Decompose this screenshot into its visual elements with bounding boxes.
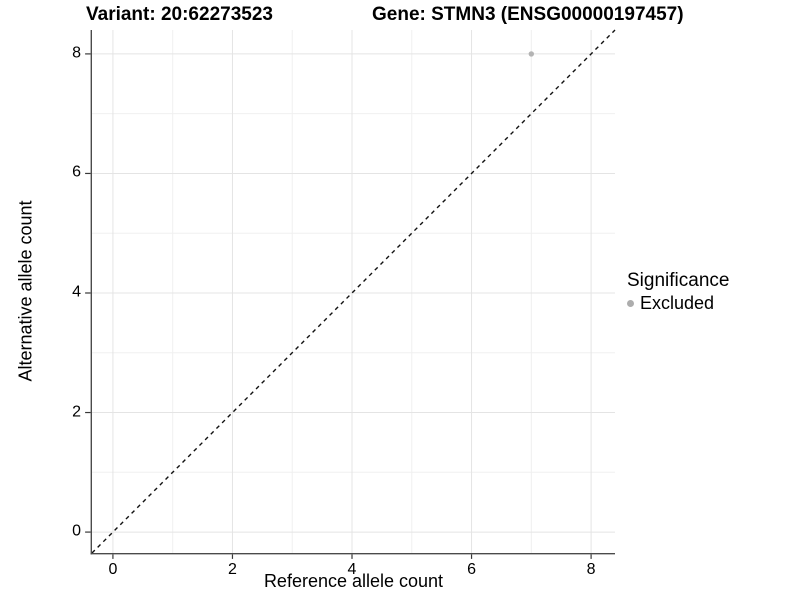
y-tick-label-8: 8 — [72, 44, 81, 62]
x-tick-label-2: 2 — [228, 561, 237, 578]
y-tick-label-6: 6 — [72, 164, 81, 182]
x-tick-label-4: 4 — [347, 561, 357, 578]
y-tick-label-0: 0 — [72, 522, 81, 540]
legend-point-icon — [627, 299, 634, 307]
x-tick-label-8: 8 — [586, 561, 596, 578]
x-tick-label-6: 6 — [467, 561, 476, 578]
legend-item-excluded: Excluded — [627, 293, 729, 313]
plot-title-gene: Gene: STMN3 (ENSG00000197457) — [372, 4, 684, 25]
y-tick-label-2: 2 — [72, 403, 81, 421]
legend-title: Significance — [627, 270, 730, 291]
legend: Significance Excluded — [627, 270, 729, 313]
identity-reference-line — [91, 29, 616, 554]
x-axis-title: Reference allele count — [263, 571, 444, 591]
legend-item-label: Excluded — [640, 293, 715, 313]
y-axis-title: Alternative allele count — [15, 200, 36, 382]
data-point-excluded — [528, 51, 535, 57]
y-tick-label-4: 4 — [72, 283, 81, 301]
x-tick-label-0: 0 — [108, 561, 118, 578]
plot-title-variant: Variant: 20:62273523 — [86, 4, 273, 25]
